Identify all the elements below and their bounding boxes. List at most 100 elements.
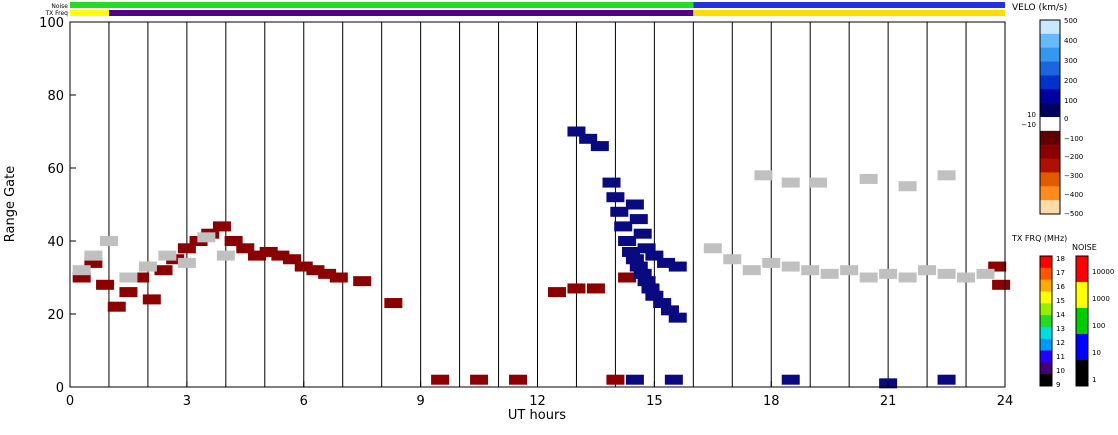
data-point-2-14 [668,312,687,323]
data-point-2-21 [668,261,687,272]
txfreq-swatch-2 [1040,279,1052,292]
data-point-0-3 [107,301,126,312]
velocity-swatch-3 [1040,61,1060,76]
data-point-0-4 [119,287,138,298]
txfreq-swatch-1 [1040,267,1052,281]
velocity-swatch-7 [1040,117,1060,132]
data-point-0-27 [586,283,605,294]
velocity-swatch-13 [1040,200,1060,215]
velocity-tick-8: −100 [1064,135,1083,143]
data-point-1-7 [197,232,216,243]
velocity-colorbar-frame [1039,19,1061,215]
status-bar-1-segment-0 [70,10,109,16]
data-point-2-5 [622,246,640,257]
data-point-2-13 [660,305,679,316]
velocity-swatch-8 [1040,130,1060,146]
data-point-1-10 [723,254,742,265]
velocity-tick-12: −500 [1064,210,1083,218]
data-point-0-17 [271,250,290,261]
noise-tick-1: 1000 [1092,295,1110,303]
velocity-swatch-2 [1040,47,1060,63]
data-point-0-13 [224,236,243,246]
velocity-swatch-4 [1040,75,1060,90]
data-point-0-30 [992,279,1011,290]
y-tick-label-5: 100 [39,16,64,31]
y-tick-label-4: 80 [47,89,64,104]
data-point-1-2 [99,236,118,246]
data-point-1-6 [177,257,196,268]
noise-colorbar-frame [1075,255,1089,387]
data-point-1-25 [859,173,878,184]
data-point-2-2 [610,206,629,217]
y-tick-label-1: 20 [47,308,64,323]
velocity-swatch-5 [1040,89,1060,104]
status-bar-0-segment-1 [693,2,1005,8]
velocity-swatch-9 [1040,144,1060,160]
noise-tick-4: 1 [1092,376,1096,384]
data-point-1-9 [703,243,722,254]
data-point-2-22 [567,126,586,137]
data-point-2-7 [629,261,648,272]
velocity-colorbar: VELO (km/s) 500 400 300 200 100 0 10 −10 −100 −20… [1012,3,1083,218]
data-point-0-34 [509,374,528,385]
data-point-2-24 [590,141,609,152]
data-point-0-7 [154,265,173,276]
velocity-swatch-1 [1040,33,1060,49]
data-point-0-33 [470,374,489,385]
txfreq-tick-5: 13 [1056,325,1065,333]
data-point-0-19 [294,261,313,272]
data-point-2-17 [633,228,652,239]
data-points [72,126,1011,389]
txfreq-tick-4: 14 [1056,311,1065,319]
noise-colorbar: NOISE 10000 1000 100 10 1 [1072,243,1114,387]
data-point-1-11 [742,265,761,276]
status-bar-0-segment-0 [70,2,694,8]
x-tick-label-4: 12 [529,394,546,409]
velocity-tick-3: 200 [1064,77,1077,85]
noise-swatch-1 [1076,282,1088,309]
data-point-0-25 [547,287,566,298]
data-point-0-2 [96,279,115,290]
velocity-tick-2: 300 [1064,57,1077,65]
data-point-0-15 [248,250,266,261]
x-axis: 0 3 6 9 12 15 18 21 24 [66,381,1013,409]
txfreq-swatch-9 [1040,362,1052,375]
data-point-0-18 [283,254,302,265]
noise-tick-2: 100 [1092,322,1105,330]
data-point-0-5 [131,272,150,283]
y-axis: 0 20 40 60 80 100 [39,16,76,396]
velocity-tick-9: −200 [1064,153,1083,161]
data-point-0-20 [306,265,325,276]
txfreq-tick-1: 17 [1056,269,1065,277]
data-point-1-14 [801,265,820,276]
data-point-2-1 [606,192,625,203]
velocity-tick-4: 100 [1064,97,1077,105]
velocity-swatch-10 [1040,158,1060,173]
noise-swatch-4 [1076,360,1088,387]
velocity-colorbar-title: VELO (km/s) [1012,3,1067,13]
data-point-2-10 [641,283,660,294]
data-point-1-4 [138,261,157,272]
data-point-2-20 [657,257,676,268]
y-tick-label-0: 0 [56,381,64,396]
data-point-1-23 [976,268,995,279]
x-axis-label: UT hours [508,408,566,423]
data-point-2-0 [602,177,621,188]
x-tick-label-8: 24 [997,394,1014,409]
txfreq-swatch-10 [1040,374,1052,387]
status-bar-1-segment-2 [693,10,1005,16]
data-point-2-4 [618,236,637,246]
velocity-tick-10: −300 [1064,172,1083,180]
data-point-1-17 [859,272,878,283]
velocity-tick-0: 500 [1064,17,1077,25]
velocity-tick-1: 400 [1064,37,1077,45]
data-point-2-25 [625,374,644,385]
velocity-swatch-6 [1040,103,1060,118]
data-point-0-28 [618,272,637,283]
scan-boundary-lines [108,22,967,387]
velocity-swatch-11 [1040,172,1060,187]
data-point-1-1 [84,250,103,261]
data-point-2-23 [579,133,598,144]
data-point-1-3 [119,272,138,283]
data-point-2-3 [614,221,633,232]
